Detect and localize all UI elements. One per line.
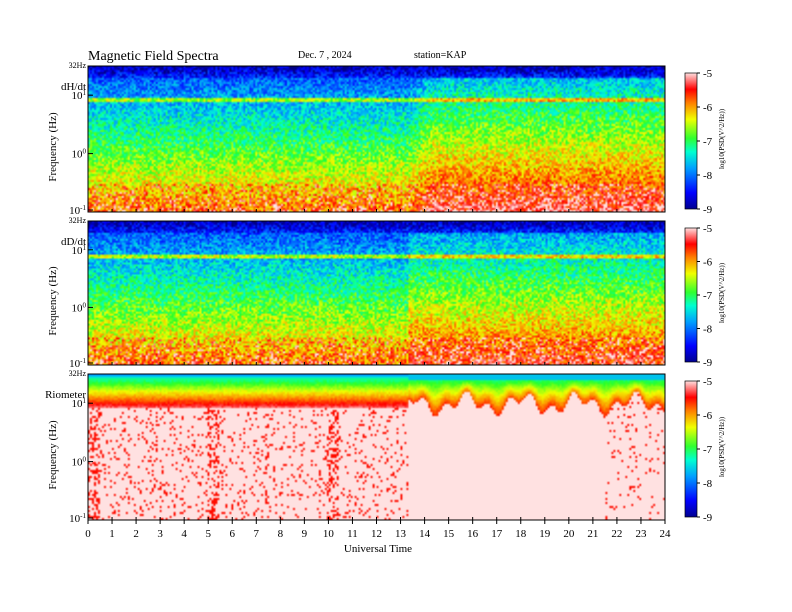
x-tick-label: 8 [278, 528, 284, 540]
colorbar-tick-label: -5 [703, 223, 713, 235]
x-tick-label: 4 [181, 528, 187, 540]
top-freq-label: 32Hz [69, 61, 87, 70]
y-tick-label: 10-1 [69, 512, 86, 525]
x-tick-label: 1 [109, 528, 115, 540]
y-tick-label: 101 [72, 244, 87, 257]
x-tick-label: 20 [563, 528, 575, 540]
x-tick-label: 7 [254, 528, 260, 540]
figure-title: Magnetic Field Spectra [88, 49, 219, 64]
colorbar-label: log10(PSD(V^2/Hz)) [718, 416, 726, 477]
colorbar-tick-label: -5 [703, 376, 713, 388]
colorbar-tick-label: -5 [703, 68, 713, 80]
colorbar-tick-label: -8 [703, 324, 713, 336]
colorbar-label: log10(PSD(V^2/Hz)) [718, 262, 726, 323]
y-axis-label: Frequency (Hz) [47, 112, 59, 182]
y-tick-label: 100 [72, 456, 87, 469]
figure-date: Dec. 7 , 2024 [298, 50, 352, 61]
y-tick-label: 100 [72, 148, 87, 161]
x-tick-label: 0 [85, 528, 91, 540]
x-tick-label: 24 [660, 528, 672, 540]
x-tick-label: 6 [230, 528, 236, 540]
x-tick-label: 9 [302, 528, 308, 540]
colorbar-tick-label: -8 [703, 478, 713, 490]
colorbar-tick-label: -9 [703, 512, 713, 524]
x-tick-label: 11 [347, 528, 358, 540]
colorbar-tick-label: -6 [703, 102, 713, 114]
y-axis-label: Frequency (Hz) [47, 420, 59, 490]
y-tick-label: 10-1 [69, 357, 86, 370]
panel-name: Riometer [45, 389, 86, 401]
colorbar [684, 72, 698, 210]
colorbar [684, 380, 698, 518]
colorbar-tick-label: -9 [703, 204, 713, 216]
y-tick-label: 101 [72, 89, 87, 102]
x-tick-label: 12 [371, 528, 382, 540]
x-tick-label: 17 [491, 528, 503, 540]
y-axis-label: Frequency (Hz) [47, 266, 59, 336]
x-axis: 0 1 2 3 4 5 6 7 8 9 10 11 12 13 14 15 16 17 18 19 20 21 22 23 24 [85, 520, 671, 540]
x-axis-label: Universal Time [344, 543, 412, 555]
colorbar-tick-label: -6 [703, 257, 713, 269]
spectrogram-panels: 10-1 100 101 32Hz dH/dt Frequency (Hz) -5 -6 -7 -… [45, 61, 726, 525]
spectrogram-1 [88, 221, 665, 365]
x-tick-label: 5 [205, 528, 211, 540]
colorbar-tick-label: -6 [703, 410, 713, 422]
x-tick-label: 21 [587, 528, 598, 540]
spectrogram-2 [88, 374, 665, 520]
x-tick-label: 23 [635, 528, 647, 540]
y-tick-label: 100 [72, 301, 87, 314]
x-tick-label: 22 [611, 528, 622, 540]
y-tick-label: 101 [72, 397, 87, 410]
x-tick-label: 13 [395, 528, 407, 540]
panel-name: dD/dt [61, 236, 86, 248]
colorbar-tick-label: -7 [703, 444, 713, 456]
x-tick-label: 2 [133, 528, 139, 540]
x-tick-label: 16 [467, 528, 479, 540]
colorbar-tick-label: -8 [703, 170, 713, 182]
figure-station: station=KAP [414, 50, 467, 61]
colorbar-label: log10(PSD(V^2/Hz)) [718, 108, 726, 169]
x-tick-label: 18 [515, 528, 527, 540]
x-tick-label: 19 [539, 528, 551, 540]
top-freq-label: 32Hz [69, 369, 87, 378]
panel-name: dH/dt [61, 81, 86, 93]
x-tick-label: 3 [157, 528, 163, 540]
top-freq-label: 32Hz [69, 216, 87, 225]
colorbar-tick-label: -7 [703, 136, 713, 148]
spectrogram-0 [88, 66, 665, 212]
colorbar-tick-label: -7 [703, 290, 713, 302]
x-tick-label: 15 [443, 528, 455, 540]
colorbar-tick-label: -9 [703, 357, 713, 369]
colorbar [684, 227, 698, 363]
x-tick-label: 10 [323, 528, 335, 540]
x-tick-label: 14 [419, 528, 431, 540]
y-tick-label: 10-1 [69, 204, 86, 217]
